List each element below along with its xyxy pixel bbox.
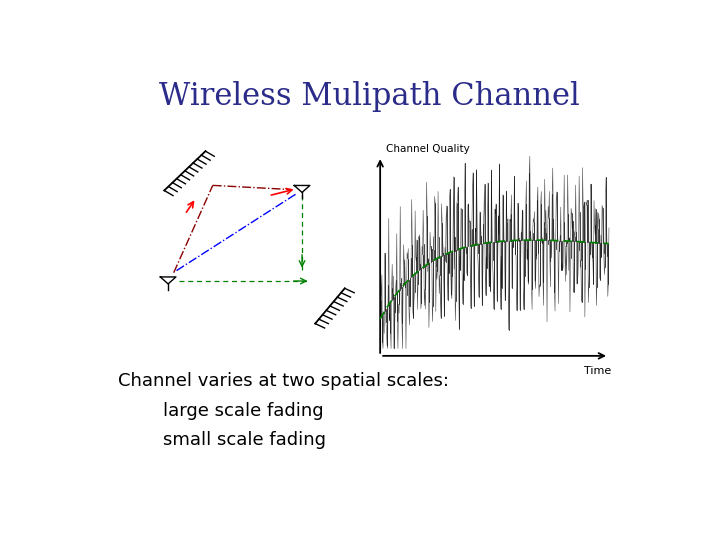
- Text: Time: Time: [585, 366, 612, 376]
- Text: Channel Quality: Channel Quality: [386, 144, 469, 154]
- Text: small scale fading: small scale fading: [163, 431, 325, 449]
- Text: large scale fading: large scale fading: [163, 402, 323, 420]
- Text: Channel varies at two spatial scales:: Channel varies at two spatial scales:: [118, 373, 449, 390]
- Text: Wireless Mulipath Channel: Wireless Mulipath Channel: [158, 82, 580, 112]
